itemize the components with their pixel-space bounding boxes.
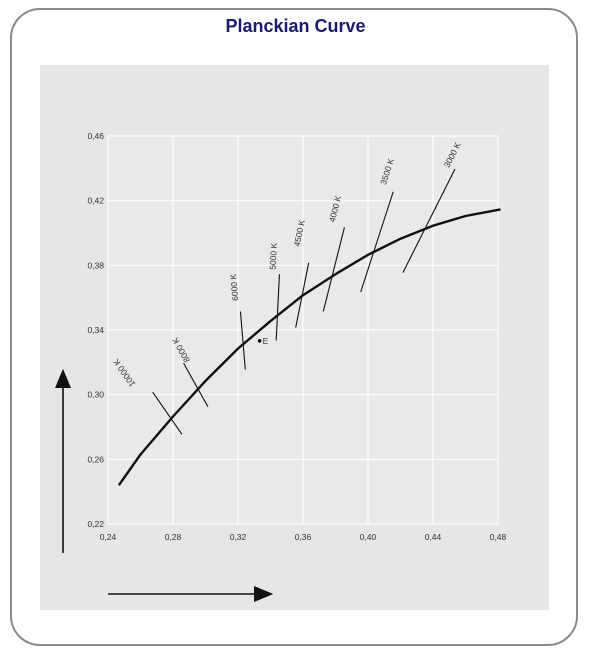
y-tick-label: 0,46 [87,131,104,141]
planckian-curve [118,208,501,486]
y-tick-label: 0,34 [87,325,104,335]
isotherm-label: 5000 K [268,242,279,270]
isotherm-line [239,311,246,370]
y-tick-label: 0,22 [87,519,104,529]
planckian-curve-group [118,208,501,486]
equal-energy-point [257,339,262,343]
x-tick-label: 0,48 [490,532,507,542]
isotherm-line [360,191,394,293]
y-tick-label: 0,26 [87,454,104,464]
isotherm-line [402,168,456,273]
axes: 0,24 0,28 0,32 0,36 0,40 0,44 0,48 0,22 0,26 0,30… [87,131,506,542]
y-tick-label: 0,30 [87,390,104,400]
isotherm-line [152,391,183,435]
x-tick-label: 0,32 [230,532,247,542]
x-tick-label: 0,24 [100,532,117,542]
annotations: E [257,336,269,346]
y-tick-label: 0,42 [87,196,104,206]
isotherm-line [183,362,209,408]
x-tick-label: 0,44 [425,532,442,542]
isotherm-line [322,227,345,312]
chart-title: Planckian Curve [225,16,366,36]
x-tick-label: 0,28 [165,532,182,542]
grid-lines [107,135,499,525]
isotherm-label: 6000 K [228,273,240,301]
x-tick-label: 0,36 [295,532,312,542]
y-tick-label: 0,38 [87,260,104,270]
isotherm-line [275,274,280,341]
equal-energy-label: E [263,336,269,346]
x-tick-label: 0,40 [360,532,377,542]
